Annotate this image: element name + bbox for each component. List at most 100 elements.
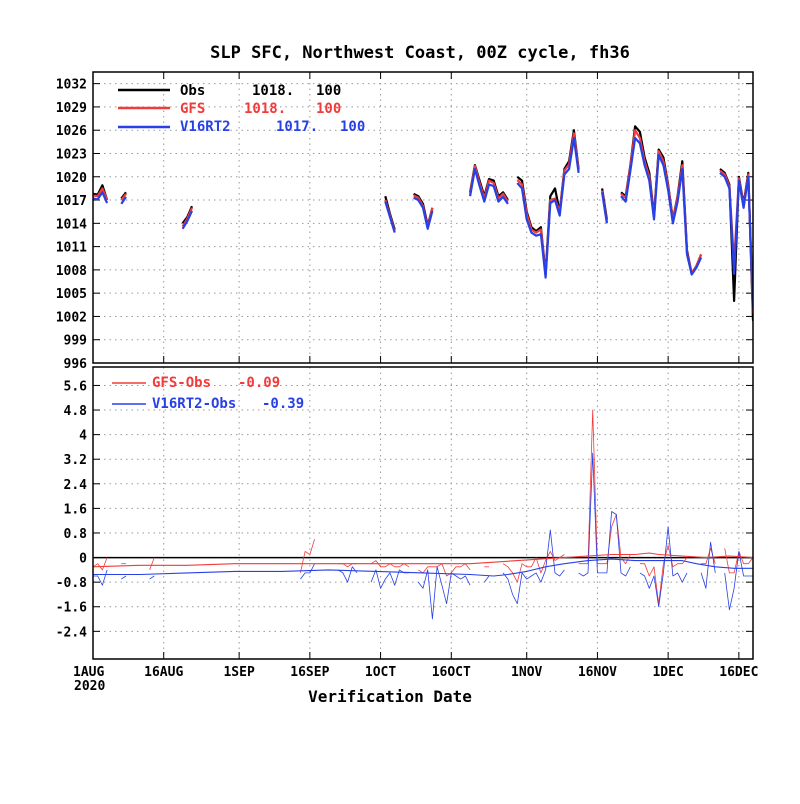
series-segment	[620, 136, 703, 276]
series-segment	[418, 563, 471, 577]
x-year-label: 2020	[74, 679, 105, 694]
chart-title: SLP SFC, Northwest Coast, 00Z cycle, fh3…	[210, 43, 630, 63]
series-segment	[516, 136, 580, 279]
bottom-y-tick-label: 1.6	[64, 502, 88, 517]
x-axis-label: Verification Date	[308, 687, 472, 706]
top-y-tick-label: 1032	[56, 78, 87, 93]
series-gfs-obs-running-mean	[93, 552, 753, 568]
series-segment	[781, 119, 800, 232]
x-tick-label: 16OCT	[432, 665, 471, 680]
bottom-y-tick-label: 4.8	[64, 404, 88, 419]
top-y-tick-label: 1017	[56, 194, 87, 209]
x-tick-label: 16AUG	[144, 665, 183, 680]
top-grid	[93, 72, 753, 363]
series-segment	[601, 192, 608, 224]
bottom-y-tick-labels: -2.4 -1.6 -0.8 0 0.8 1.6 2.4 3.2 4 4.8 5.6	[56, 379, 753, 640]
series-segment	[413, 196, 434, 230]
legend-gfs-obs-label: GFS-Obs	[152, 375, 211, 391]
series-v16rt2-obs	[93, 452, 772, 620]
series-segment	[93, 552, 753, 568]
bottom-series	[93, 409, 772, 620]
bottom-y-tick-label: 5.6	[64, 379, 88, 394]
bottom-legend: GFS-Obs -0.09 V16RT2-Obs -0.39	[112, 375, 304, 412]
series-segment	[502, 551, 565, 583]
legend-obs-label: Obs	[180, 83, 205, 99]
bottom-y-tick-label: 0	[79, 552, 87, 567]
series-segment	[93, 569, 108, 586]
series-segment	[762, 573, 772, 576]
series-segment	[149, 557, 155, 571]
bottom-y-tick-label: 2.4	[64, 478, 88, 493]
series-segment	[93, 558, 753, 577]
bottom-y-tick-label: 4	[79, 429, 87, 444]
legend-v16-obs-mean: -0.39	[262, 396, 304, 412]
series-segment	[300, 538, 315, 573]
top-y-tick-label: 1026	[56, 124, 87, 139]
x-tick-label: 1AUG	[73, 665, 104, 680]
series-segment	[719, 172, 753, 310]
legend-gfs-label: GFS	[180, 101, 205, 117]
series-segment	[762, 542, 772, 573]
series-segment	[93, 191, 109, 204]
top-y-tick-labels: 996 999 1002 1005 1008 1011 1014 1017 1020 1023 10…	[56, 78, 753, 372]
series-segment	[578, 409, 631, 565]
bottom-y-tick-label: 0.8	[64, 527, 88, 542]
series-segment	[639, 526, 688, 608]
top-y-tick-label: 996	[64, 357, 88, 372]
series-segment	[93, 187, 109, 201]
top-y-tick-label: 1008	[56, 264, 87, 279]
series-segment	[121, 575, 127, 580]
legend-v16-count: 100	[340, 119, 365, 135]
series-segment	[300, 563, 315, 580]
x-tick-label: 1NOV	[511, 665, 542, 680]
legend-gfs-mean: 1018.	[244, 101, 286, 117]
top-panel-frame	[92, 71, 754, 364]
x-tick-label: 1OCT	[365, 665, 396, 680]
x-tick-label: 1SEP	[223, 665, 254, 680]
top-y-tick-label: 1002	[56, 310, 87, 325]
series-gfs	[93, 116, 800, 314]
series-obs	[93, 115, 800, 322]
legend-v16-mean: 1017.	[276, 119, 318, 135]
x-tick-label: 16DEC	[719, 665, 758, 680]
x-tick-label: 16SEP	[290, 665, 329, 680]
series-segment	[781, 115, 800, 228]
series-segment	[483, 575, 490, 583]
bottom-panel-frame	[92, 366, 754, 660]
series-segment	[469, 167, 509, 205]
series-segment	[384, 201, 396, 233]
series-segment	[578, 452, 631, 577]
bottom-panel: -2.4 -1.6 -0.8 0 0.8 1.6 2.4 3.2 4 4.8 5.6 GFS-Obs…	[56, 366, 772, 660]
series-segment	[781, 116, 800, 229]
top-legend: Obs 1018. 100 GFS 1018. 100 V16RT2 1017.…	[118, 83, 365, 135]
x-tick-label: 16NOV	[578, 665, 617, 680]
bottom-y-tick-label: -0.8	[56, 576, 87, 591]
x-tick-label: 1DEC	[652, 665, 683, 680]
legend-v16-label: V16RT2	[180, 119, 231, 135]
series-gfs-obs	[93, 409, 772, 605]
top-y-tick-label: 1005	[56, 287, 87, 302]
series-segment	[502, 529, 565, 605]
top-y-tick-label: 1029	[56, 101, 87, 116]
series-segment	[181, 210, 193, 230]
bottom-y-tick-label: -2.4	[56, 625, 87, 640]
top-y-tick-label: 1023	[56, 147, 87, 162]
legend-v16-obs-label: V16RT2-Obs	[152, 396, 236, 412]
bottom-y-tick-label: -1.6	[56, 601, 87, 616]
series-segment	[149, 575, 155, 580]
legend-gfs-count: 100	[316, 101, 341, 117]
legend-obs-mean: 1018.	[252, 83, 294, 99]
top-y-tick-label: 1014	[56, 217, 87, 232]
series-v16rt2-obs-running-mean	[93, 558, 753, 577]
top-y-tick-label: 1011	[56, 241, 87, 256]
series-v16rt2	[93, 119, 800, 310]
series-segment	[639, 544, 688, 605]
top-series	[93, 115, 800, 322]
series-segment	[724, 551, 753, 611]
bottom-y-tick-label: 3.2	[64, 453, 87, 468]
top-y-tick-label: 999	[64, 334, 87, 349]
top-y-tick-label: 1020	[56, 171, 87, 186]
series-segment	[120, 196, 127, 205]
series-segment	[93, 557, 108, 571]
